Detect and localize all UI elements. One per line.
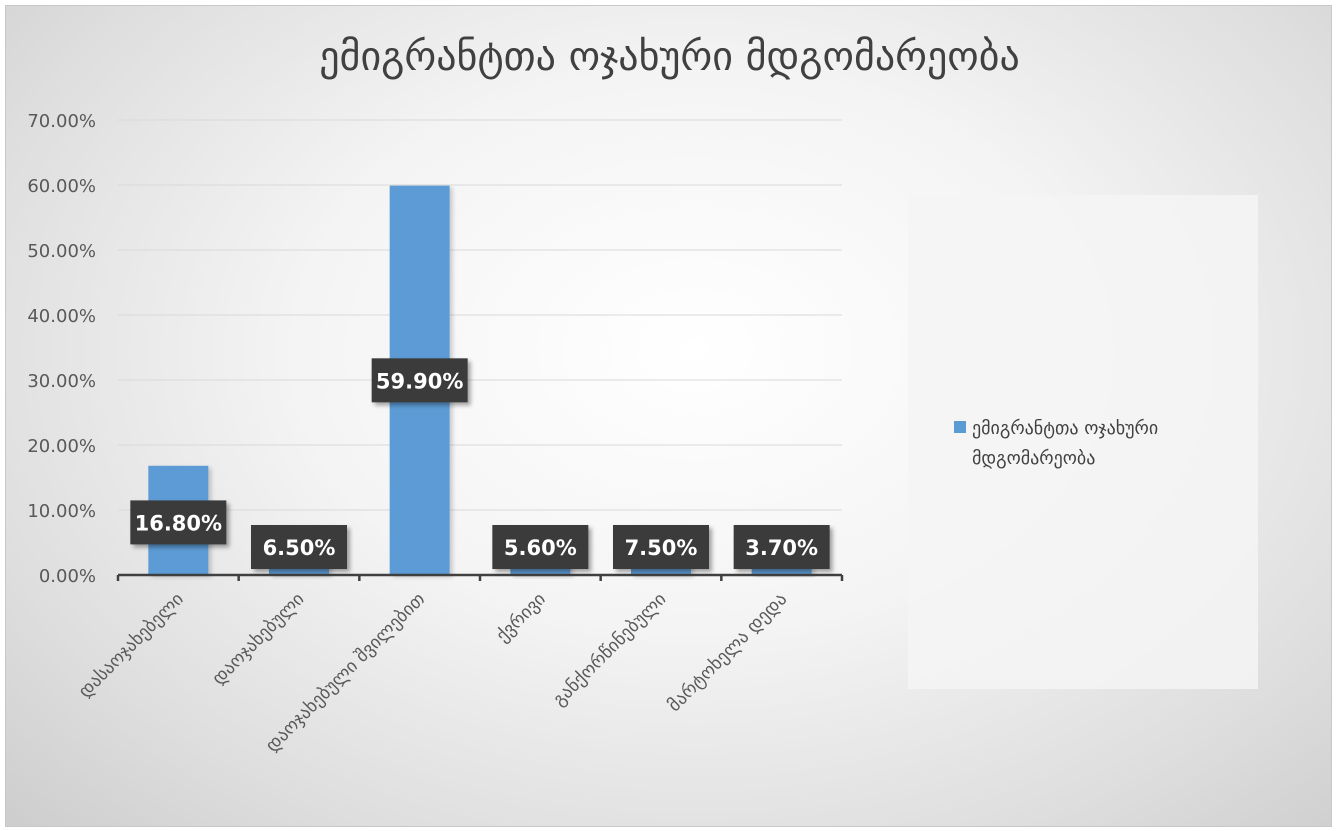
chart-title: ემიგრანტთა ოჯახური მდგომარეობა: [319, 34, 1020, 80]
y-tick-label: 0.00%: [39, 566, 96, 587]
legend-swatch: [954, 421, 966, 433]
x-tick-label: დასაოჯახებელი: [74, 589, 187, 702]
x-tick-label: დაოჯახებული: [208, 589, 308, 689]
y-tick-label: 70.00%: [27, 111, 96, 132]
y-tick-label: 40.00%: [27, 306, 96, 327]
y-tick-label: 20.00%: [27, 436, 96, 457]
data-label-box: [251, 525, 347, 569]
data-label: 59.90%: [376, 369, 463, 393]
x-tick-label: ქვრივი: [492, 589, 550, 647]
y-tick-label: 50.00%: [27, 241, 96, 262]
y-tick-label: 60.00%: [27, 176, 96, 197]
data-label: 3.70%: [745, 536, 818, 560]
data-label-box: [371, 358, 468, 403]
legend-label: ემიგრანტთა ოჯახური მდგომარეობა: [972, 418, 1159, 469]
data-label-box: [613, 525, 709, 569]
data-label-box: [130, 500, 227, 545]
x-tick-label: მარტოხელა დედა: [664, 589, 791, 716]
data-label-box: [733, 525, 830, 569]
y-tick-label: 30.00%: [27, 371, 96, 392]
x-tick-label: განქორწინებული: [549, 589, 671, 711]
data-label: 16.80%: [135, 511, 222, 535]
y-tick-label: 10.00%: [27, 501, 96, 522]
data-label: 7.50%: [625, 536, 698, 560]
legend: [908, 195, 1258, 689]
data-label: 6.50%: [263, 536, 336, 560]
data-label-box: [492, 525, 589, 569]
data-label: 5.60%: [504, 536, 577, 560]
